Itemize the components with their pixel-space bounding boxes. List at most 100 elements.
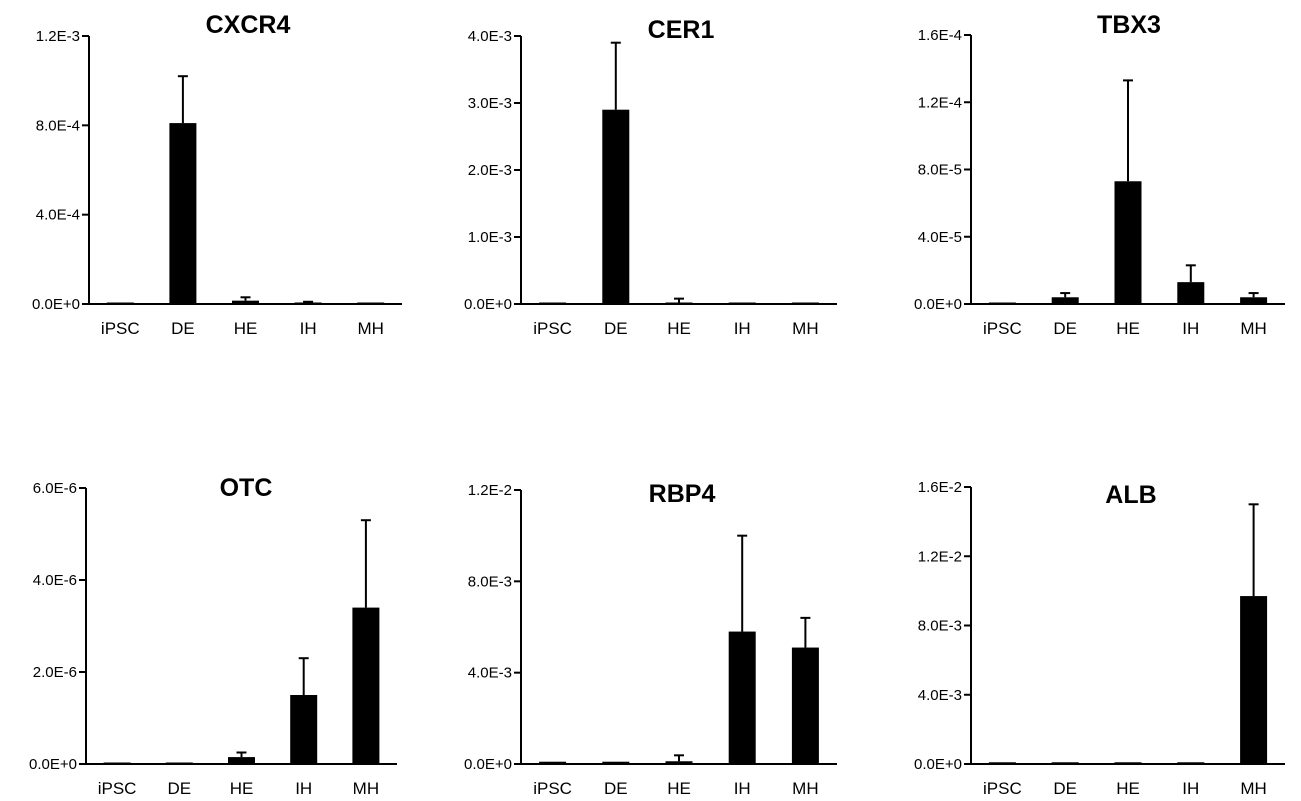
y-tick-label: 3.0E-3 [468,95,512,112]
y-tick-label: 1.2E-4 [918,94,962,111]
bar-mh [352,607,380,764]
bar-ipsc [539,302,567,304]
x-tick-label: HE [1116,779,1140,798]
y-tick-label: 4.0E-6 [33,572,77,589]
chart-title: OTC [220,474,273,502]
y-tick-label: 8.0E-3 [468,573,512,590]
x-tick-label: iPSC [533,779,572,798]
y-tick-label: 1.2E-2 [468,482,512,499]
x-tick-label: IH [300,319,317,338]
chart-title: RBP4 [649,480,716,508]
x-tick-label: HE [667,319,691,338]
chart-title: CXCR4 [206,11,291,39]
y-tick-label: 4.0E-4 [36,207,80,224]
bar-ipsc [539,761,567,764]
x-tick-label: DE [604,779,628,798]
bar-he [232,300,259,304]
x-tick-label: IH [1182,319,1199,338]
x-tick-label: DE [167,779,191,798]
y-tick-label: 1.0E-3 [468,229,512,246]
y-tick-label: 2.0E-3 [468,162,512,179]
y-tick-label: 1.6E-4 [918,27,962,44]
chart-panel-cer1: CER1 0.0E+0 1.0E-3 2.0E-3 3.0E-3 4.0E-3 iPSC DE… [464,16,837,338]
x-tick-label: iPSC [98,779,137,798]
y-tick-label: 4.0E-3 [468,665,512,682]
x-tick-label: DE [1053,779,1077,798]
y-tick-label: 1.2E-3 [36,28,80,45]
chart-panel-rbp4: RBP4 0.0E+0 4.0E-3 8.0E-3 1.2E-2 iPSC DE HE IH MH [464,480,837,798]
x-tick-label: MH [792,319,818,338]
y-tick-label: 0.0E+0 [29,756,77,773]
bar-de [169,123,197,304]
bar-he [665,302,693,304]
y-tick-label: 8.0E-3 [918,618,962,635]
bar-mh [1240,297,1268,304]
bar-mh [1240,596,1268,764]
y-tick-label: 2.0E-6 [33,664,77,681]
x-tick-label: DE [171,319,195,338]
bar-he [665,761,693,764]
chart-panel-tbx3: TBX3 0.0E+0 4.0E-5 8.0E-5 1.2E-4 1.6E-4 iPSC DE… [914,11,1285,338]
y-tick-label: 8.0E-5 [918,162,962,179]
y-tick-label: 6.0E-6 [33,480,77,497]
y-tick-label: 0.0E+0 [914,756,962,773]
x-tick-label: HE [230,779,254,798]
bar-ih [290,695,318,764]
chart-panel-cxcr4: CXCR4 0.0E+0 4.0E-4 8.0E-4 1.2E-3 iPSC DE HE IH M… [32,11,402,338]
bar-he [228,757,255,764]
chart-title: ALB [1105,481,1156,509]
x-tick-label: HE [1116,319,1140,338]
x-tick-label: MH [1240,779,1266,798]
x-tick-label: IH [734,779,751,798]
bar-ih [728,631,756,764]
bar-ih [294,302,322,304]
y-tick-label: 0.0E+0 [464,296,512,313]
x-tick-label: HE [234,319,258,338]
x-tick-label: iPSC [983,319,1022,338]
bar-ipsc [988,302,1016,304]
x-tick-label: iPSC [533,319,572,338]
y-tick-label: 4.0E-3 [468,28,512,45]
x-tick-label: DE [1053,319,1077,338]
y-tick-label: 0.0E+0 [32,296,80,313]
bar-de [602,109,630,304]
x-tick-label: iPSC [983,779,1022,798]
bar-ih [1177,282,1205,304]
y-tick-label: 0.0E+0 [914,296,962,313]
x-tick-label: iPSC [101,319,140,338]
bar-mh [791,647,819,764]
chart-panel-otc: OTC 0.0E+0 2.0E-6 4.0E-6 6.0E-6 iPSC DE HE IH MH [29,474,397,798]
x-tick-label: MH [792,779,818,798]
x-tick-label: IH [1182,779,1199,798]
bar-de [602,761,630,764]
bar-he [1114,181,1142,304]
y-tick-label: 8.0E-4 [36,117,80,134]
bar-de [1051,297,1079,304]
chart-title: CER1 [648,16,715,44]
y-tick-label: 4.0E-3 [918,687,962,704]
bar-de [1051,762,1079,764]
bar-ipsc [106,302,134,304]
chart-title: TBX3 [1097,11,1161,39]
bar-ih [1177,762,1205,764]
y-tick-label: 1.6E-2 [918,479,962,496]
bar-mh [357,302,385,304]
x-tick-label: MH [1240,319,1266,338]
bar-de [165,762,193,764]
bar-he [1114,762,1142,764]
y-tick-label: 4.0E-5 [918,229,962,246]
x-tick-label: MH [357,319,383,338]
bar-mh [791,302,819,304]
bar-ih [728,302,756,304]
x-tick-label: MH [353,779,379,798]
bar-ipsc [988,762,1016,764]
x-tick-label: IH [295,779,312,798]
y-tick-label: 1.2E-2 [918,548,962,565]
x-tick-label: DE [604,319,628,338]
chart-panel-alb: ALB 0.0E+0 4.0E-3 8.0E-3 1.2E-2 1.6E-2 iPSC DE H… [914,479,1285,798]
x-tick-label: HE [667,779,691,798]
bar-ipsc [103,762,131,764]
y-tick-label: 0.0E+0 [464,756,512,773]
x-tick-label: IH [734,319,751,338]
